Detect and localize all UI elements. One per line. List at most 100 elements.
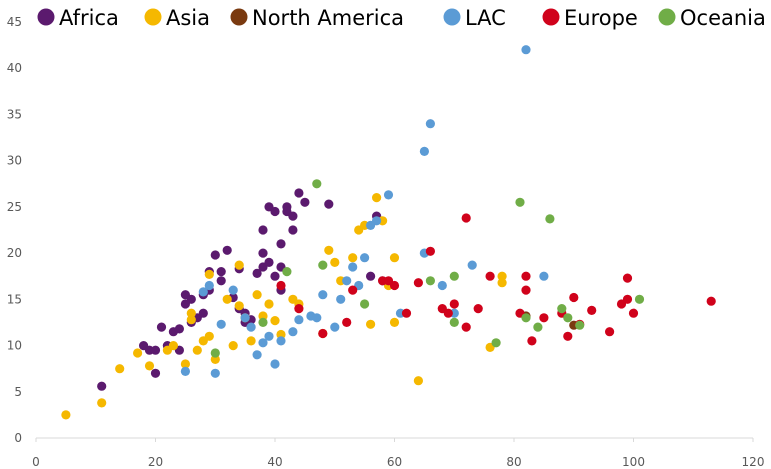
data-point: [144, 361, 155, 371]
data-point: [252, 290, 262, 300]
data-point: [240, 313, 250, 323]
data-point: [318, 260, 328, 270]
legend-label: North America: [252, 6, 404, 30]
data-point: [204, 280, 214, 291]
data-point: [622, 273, 633, 283]
data-point: [150, 368, 161, 378]
data-point: [425, 276, 435, 286]
data-point: [222, 245, 232, 255]
legend-marker: [443, 8, 461, 26]
legend-label: Africa: [59, 6, 119, 30]
data-point: [252, 350, 262, 360]
data-point: [533, 322, 543, 332]
data-point: [366, 319, 376, 329]
x-tick-label: 120: [742, 455, 765, 469]
legend-label: Europe: [564, 6, 638, 30]
data-point: [419, 146, 429, 156]
data-point: [186, 294, 196, 304]
data-point: [706, 296, 716, 306]
data-point: [425, 119, 435, 129]
legend-label: Oceania: [680, 6, 766, 30]
data-point: [515, 197, 525, 207]
data-point: [180, 366, 190, 376]
data-point: [282, 267, 292, 277]
data-point: [360, 253, 370, 263]
data-point: [348, 285, 358, 295]
data-point: [497, 278, 507, 288]
data-point: [210, 250, 220, 260]
data-point: [563, 313, 573, 323]
y-axis-ticks: 0 5 10 15 20 25 30 35 40 45: [7, 15, 22, 445]
data-point: [210, 348, 220, 358]
x-tick-label: 80: [506, 455, 521, 469]
data-point: [234, 301, 244, 311]
data-point: [264, 299, 274, 309]
data-point: [545, 214, 555, 224]
data-point: [300, 197, 310, 207]
data-point: [192, 345, 202, 355]
data-point: [276, 280, 286, 291]
data-point: [449, 299, 459, 309]
data-point: [389, 317, 400, 327]
data-point: [622, 294, 633, 304]
data-point: [210, 354, 220, 364]
data-point: [437, 280, 447, 291]
data-point: [168, 341, 178, 351]
data-point: [270, 206, 280, 217]
series-oceania: [210, 179, 645, 358]
data-point: [312, 313, 322, 323]
data-points: [61, 45, 716, 420]
data-point: [204, 331, 214, 341]
x-axis-ticks: 0 20 40 60 80 100 120: [32, 438, 764, 469]
data-point: [246, 336, 256, 346]
data-point: [61, 410, 71, 420]
data-point: [276, 336, 286, 346]
data-point: [587, 305, 597, 315]
data-point: [115, 364, 125, 374]
y-tick-label: 25: [7, 200, 22, 214]
data-point: [174, 324, 184, 334]
data-point: [288, 327, 298, 337]
data-point: [270, 271, 280, 281]
data-point: [342, 276, 352, 286]
data-point: [246, 322, 256, 332]
legend-marker: [230, 8, 248, 26]
data-point: [258, 225, 268, 235]
data-point: [258, 317, 268, 327]
data-point: [383, 190, 394, 200]
data-point: [497, 271, 507, 281]
data-point: [389, 253, 400, 263]
y-tick-label: 15: [7, 292, 22, 306]
data-point: [461, 213, 471, 223]
data-point: [467, 260, 477, 270]
data-point: [324, 199, 334, 209]
data-point: [228, 341, 238, 351]
data-point: [336, 294, 346, 304]
data-point: [348, 262, 358, 272]
data-point: [150, 345, 161, 355]
x-tick-label: 20: [148, 455, 163, 469]
data-point: [485, 271, 495, 281]
data-point: [569, 292, 579, 303]
data-point: [473, 304, 483, 314]
data-point: [521, 45, 531, 55]
data-point: [539, 313, 549, 323]
data-point: [234, 260, 244, 270]
data-point: [222, 294, 232, 304]
data-point: [270, 359, 280, 369]
y-tick-label: 10: [7, 339, 22, 353]
data-point: [270, 316, 280, 326]
data-point: [425, 246, 435, 256]
y-tick-label: 30: [7, 154, 22, 168]
x-tick-label: 100: [622, 455, 645, 469]
data-point: [288, 211, 298, 221]
data-point: [252, 268, 262, 278]
legend-marker: [658, 8, 676, 26]
data-point: [413, 278, 423, 288]
data-point: [324, 245, 334, 255]
data-point: [186, 308, 196, 318]
data-point: [276, 329, 286, 340]
y-tick-label: 40: [7, 61, 22, 75]
